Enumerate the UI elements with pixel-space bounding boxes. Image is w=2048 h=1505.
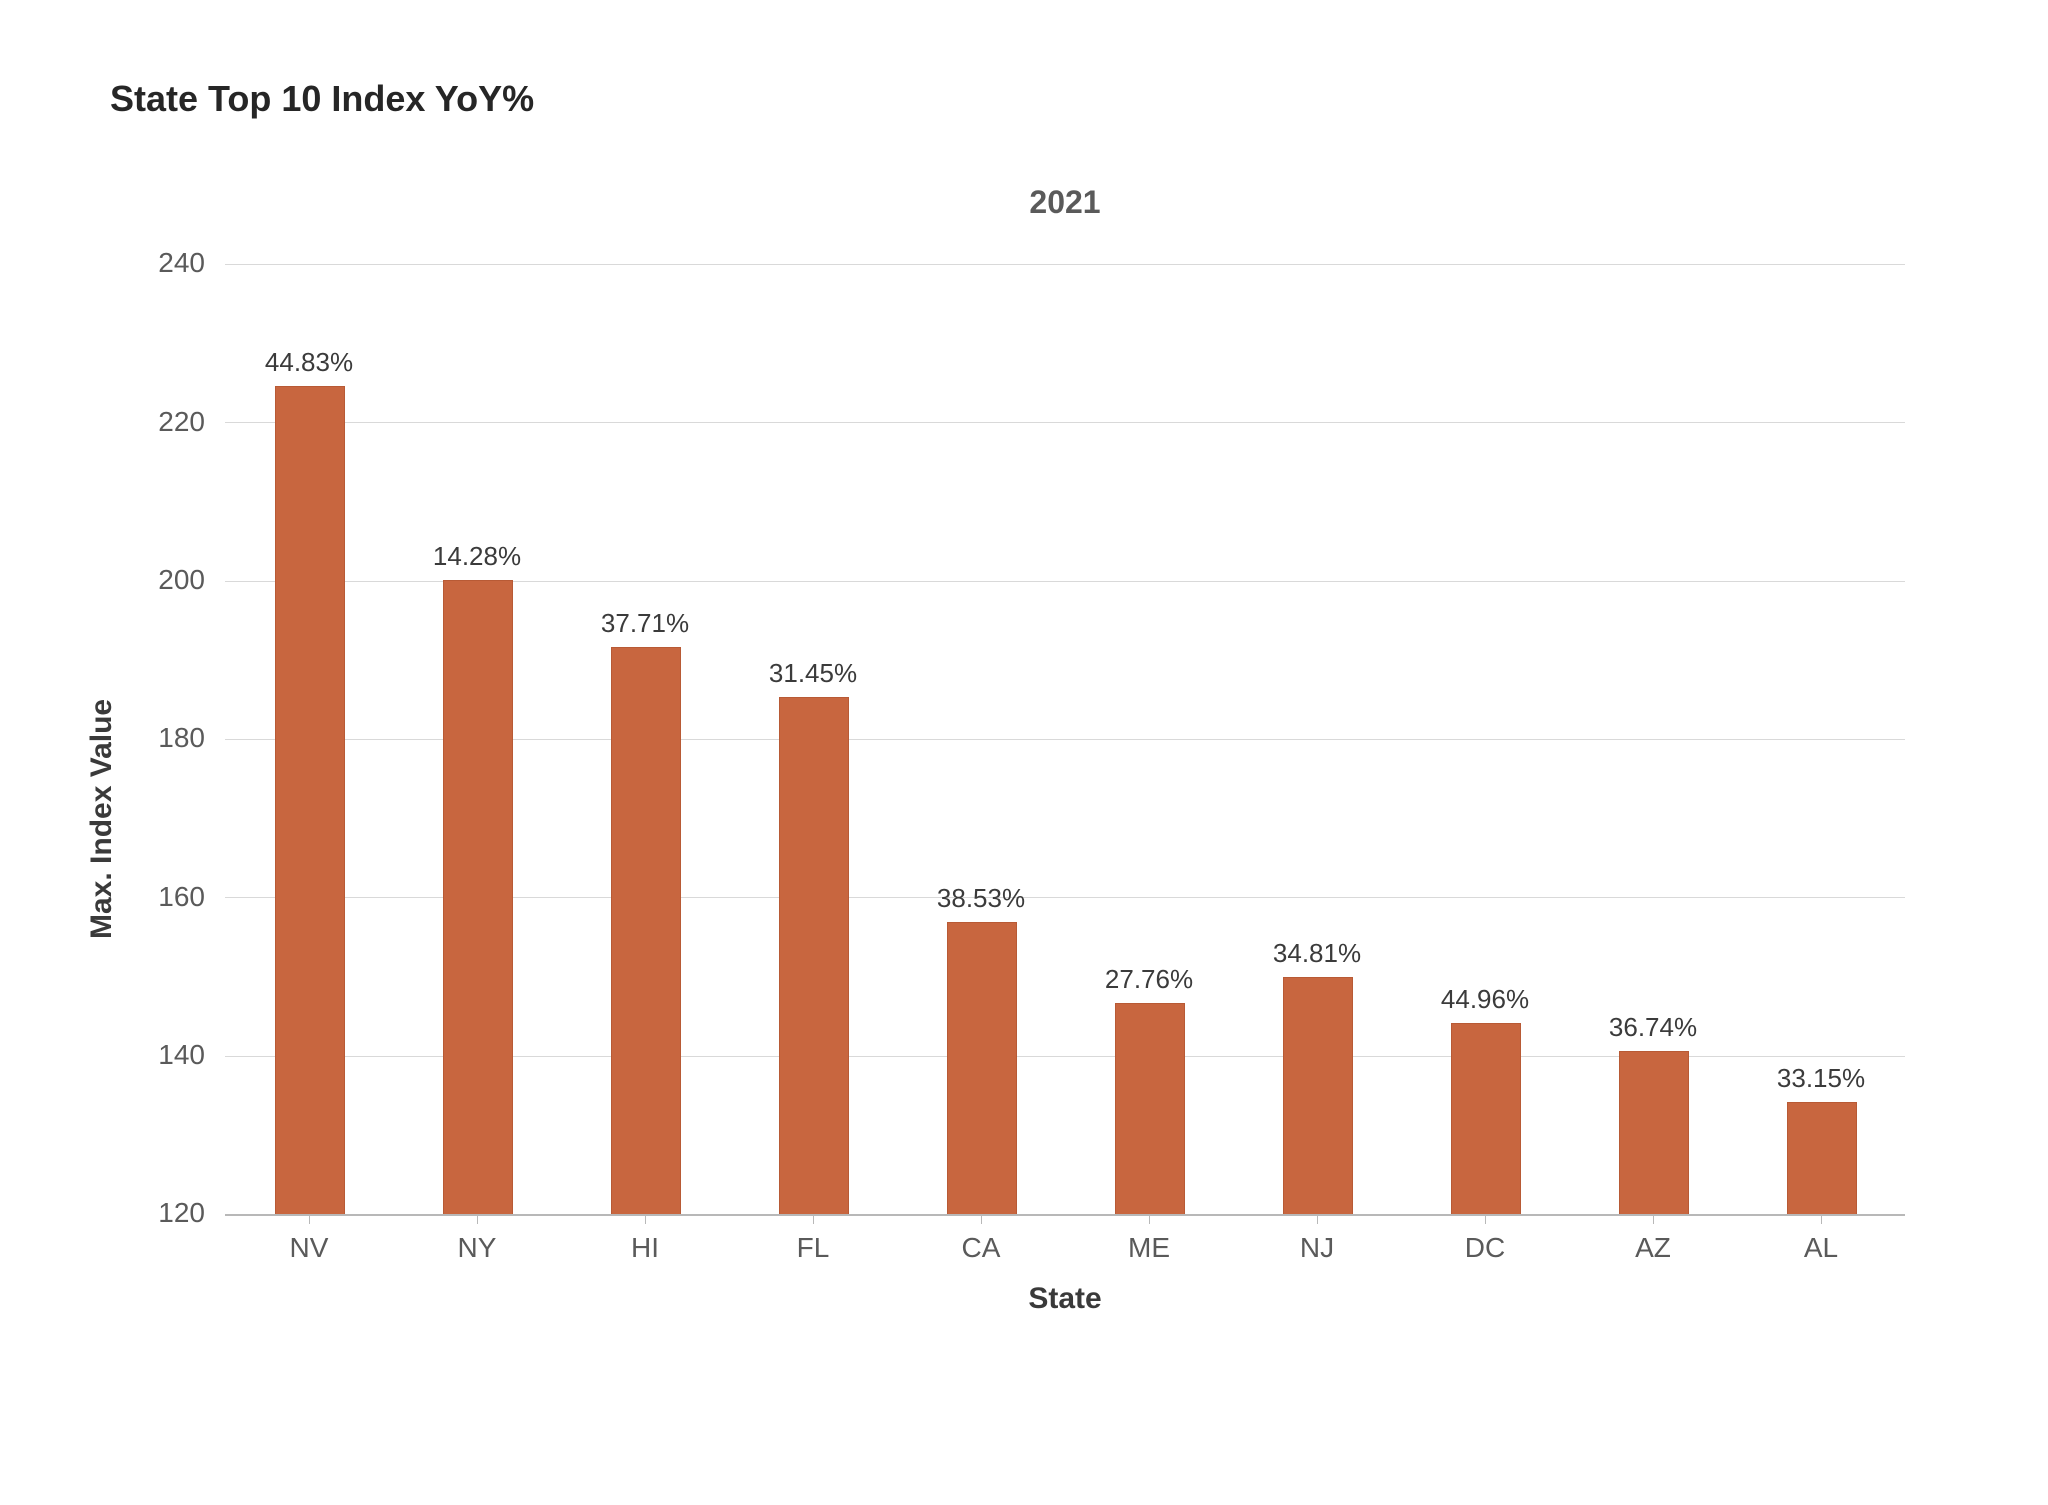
x-tick-label: CA [897,1232,1065,1264]
bar-value-label: 34.81% [1233,938,1401,969]
y-tick-label: 120 [115,1197,205,1229]
page: State Top 10 Index YoY% 2021 12014016018… [0,0,2048,1505]
bar-value-label: 44.83% [225,347,393,378]
bar-value-label: 33.15% [1737,1063,1905,1094]
x-tick-label: DC [1401,1232,1569,1264]
bar-value-label: 44.96% [1401,984,1569,1015]
bar-value-label: 37.71% [561,608,729,639]
bar-value-label: 31.45% [729,658,897,689]
bar-value-label: 36.74% [1569,1012,1737,1043]
bar-value-label: 27.76% [1065,964,1233,995]
x-axis-title: State [225,1282,1905,1316]
x-tick-label: NJ [1233,1232,1401,1264]
x-tick-label: AL [1737,1232,1905,1264]
y-tick-label: 200 [115,564,205,596]
y-axis-title: Max. Index Value [85,698,119,938]
y-tick-label: 220 [115,406,205,438]
x-tick-label: NV [225,1232,393,1264]
axis-labels-layer: 120 140 160 180 200 220 240 44.83% NV 14.28% NY 37.… [0,0,2048,1505]
bar-value-label: 14.28% [393,541,561,572]
y-tick-label: 160 [115,881,205,913]
x-tick-label: ME [1065,1232,1233,1264]
x-tick-label: HI [561,1232,729,1264]
y-tick-label: 240 [115,247,205,279]
x-tick-label: NY [393,1232,561,1264]
y-tick-label: 140 [115,1039,205,1071]
bar-value-label: 38.53% [897,883,1065,914]
y-tick-label: 180 [115,722,205,754]
x-tick-label: AZ [1569,1232,1737,1264]
x-tick-label: FL [729,1232,897,1264]
